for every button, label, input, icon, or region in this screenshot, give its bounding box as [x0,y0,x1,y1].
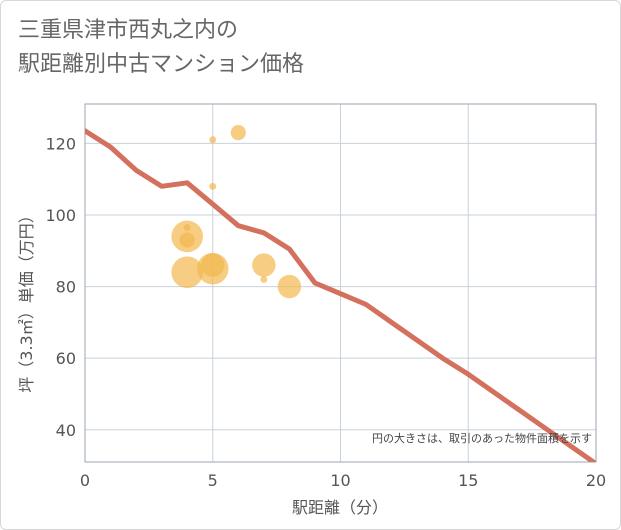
x-tick-label: 15 [458,471,478,490]
x-axis-title: 駅距離（分） [292,498,388,517]
bubble-point [252,253,276,277]
bubble-point [171,256,203,289]
y-tick-label: 40 [56,421,76,440]
y-tick-label: 80 [56,278,76,297]
x-tick-label: 5 [208,471,218,490]
bubble-point [260,275,268,283]
y-tick-label: 120 [45,134,76,153]
size-annotation: 円の大きさは、取引のあった物件面積を示す [372,431,592,445]
tick-labels: 0 5 10 15 20 40 60 80 100 120 [45,134,606,490]
chart-title: 三重県津市西丸之内の 駅距離別中古マンション価格 [18,14,304,82]
bubble-point [179,232,195,248]
y-tick-label: 60 [56,349,76,368]
plot-border [84,103,597,463]
x-tick-label: 20 [586,471,606,490]
x-tick-label: 0 [80,471,90,490]
bubble-point [209,136,217,144]
x-tick-label: 10 [330,471,350,490]
bubble-series [171,125,302,299]
y-tick-label: 100 [45,206,76,225]
line-series [85,128,596,462]
y-axis-title: 坪（3.3㎡）単価（万円） [17,207,36,392]
chart-title-line1: 三重県津市西丸之内の [18,18,239,43]
bubble-point [196,252,229,285]
bubble-point [209,182,217,190]
chart-title-line2: 駅距離別中古マンション価格 [18,52,305,77]
bubble-point [277,274,302,299]
estimate-line [85,128,596,462]
bubble-point [230,125,246,141]
